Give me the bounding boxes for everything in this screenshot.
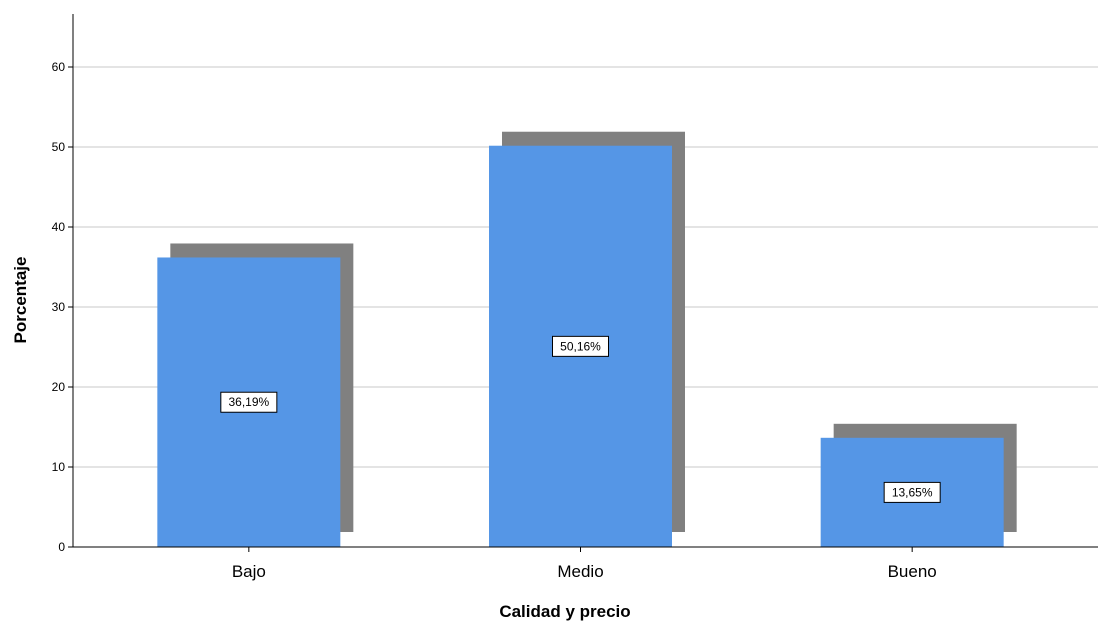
data-label-text-bajo: 36,19%: [228, 395, 269, 409]
y-tick-label-50: 50: [52, 140, 66, 154]
data-label-box-medio: [552, 335, 609, 357]
data-label-bajo: 36,19%: [220, 391, 278, 413]
x-axis-title: Calidad y precio: [499, 602, 630, 621]
y-axis-title: Porcentaje: [11, 257, 30, 344]
y-tick-label-10: 10: [52, 460, 66, 474]
axes: [68, 14, 1098, 552]
data-label-box-bueno: [883, 481, 941, 503]
x-category-label-bueno: Bueno: [888, 562, 937, 581]
x-category-label-medio: Medio: [557, 562, 603, 581]
data-label-text-bueno: 13,65%: [892, 485, 933, 499]
y-tick-label-20: 20: [52, 380, 66, 394]
y-tick-labels: 0 10 20 30 40 50 60: [52, 60, 66, 554]
data-label-box-bajo: [220, 391, 278, 413]
data-label-text-medio: 50,16%: [560, 339, 601, 353]
data-label-bueno: 13,65%: [883, 481, 941, 503]
y-tick-label-30: 30: [52, 300, 66, 314]
y-tick-label-0: 0: [58, 540, 65, 554]
data-labels: 36,19% 50,16% 13,65%: [220, 335, 941, 503]
y-tick-label-60: 60: [52, 60, 66, 74]
x-category-label-bajo: Bajo: [232, 562, 266, 581]
data-label-medio: 50,16%: [552, 335, 609, 357]
y-tick-label-40: 40: [52, 220, 66, 234]
x-category-labels: Bajo Medio Bueno: [232, 562, 937, 581]
